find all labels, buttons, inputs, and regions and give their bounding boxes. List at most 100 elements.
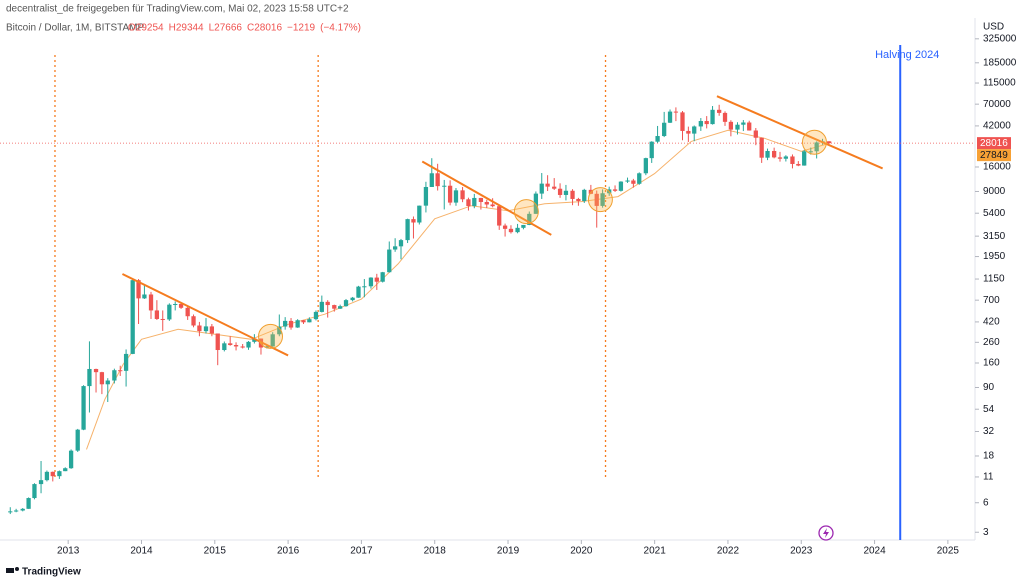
candle-body — [728, 121, 734, 130]
y-tick-label: 160 — [983, 358, 1000, 369]
candle-body — [148, 294, 154, 311]
candle-body — [618, 181, 624, 191]
candle-body — [123, 353, 129, 371]
candle-body — [93, 368, 99, 373]
candle-body — [417, 205, 422, 223]
y-tick-label: 42000 — [983, 121, 1011, 132]
candle-body — [484, 201, 489, 205]
ohlc-value: O29254 — [128, 23, 164, 34]
y-tick-label: 54 — [983, 404, 995, 415]
candle-body — [692, 126, 697, 134]
candle-body — [136, 280, 141, 299]
y-tick-label: 420 — [983, 317, 1000, 328]
y-tick-label: 260 — [983, 337, 1000, 348]
candle-body — [759, 137, 764, 158]
candle-body — [38, 480, 44, 485]
candle-body — [521, 224, 526, 228]
x-tick-label: 2017 — [350, 546, 373, 557]
candle-body — [423, 186, 429, 206]
candle-body — [264, 346, 269, 348]
candle-body — [105, 380, 110, 385]
ohlc-value: C28016 — [247, 23, 282, 34]
y-tick-label: 18 — [983, 451, 995, 462]
candle-body — [594, 193, 599, 206]
candle-body — [502, 225, 508, 229]
candle-body — [472, 197, 477, 207]
halving-2024-label: Halving 2024 — [875, 49, 939, 61]
x-tick-label: 2021 — [644, 546, 667, 557]
candle-body — [552, 186, 557, 189]
candle-body — [44, 471, 50, 481]
moving-average — [86, 129, 830, 450]
candle-body — [490, 204, 495, 207]
candle-body — [735, 124, 740, 130]
candle-body — [332, 305, 337, 309]
candle-body — [515, 227, 520, 233]
x-tick-label: 2013 — [57, 546, 80, 557]
candle-body — [26, 498, 31, 509]
candle-body — [747, 122, 752, 131]
x-tick-label: 2015 — [204, 546, 227, 557]
candle-body — [442, 185, 447, 187]
price-tag-bg — [977, 137, 1011, 150]
y-tick-label: 32 — [983, 426, 995, 437]
candle-body — [313, 311, 319, 320]
candle-body — [649, 141, 654, 159]
brand: TradingView — [22, 567, 81, 578]
candle-body — [57, 471, 62, 477]
ma-tag: 27849 — [980, 150, 1008, 161]
y-tick-label: 5400 — [983, 208, 1006, 219]
y-tick-label: 185000 — [983, 57, 1017, 68]
candle-body — [625, 180, 630, 182]
candle-body — [154, 310, 160, 319]
candle-body — [325, 301, 330, 306]
y-tick-label: 3 — [983, 527, 989, 538]
candle-body — [741, 122, 746, 125]
candle-body — [277, 326, 282, 335]
candle-body — [582, 189, 587, 202]
brand-logo: TradingView — [6, 567, 81, 578]
ma-tag-bg — [977, 149, 1011, 162]
y-tick-label: 6 — [983, 497, 989, 508]
price-tag: 28016 — [980, 138, 1008, 149]
candle-body — [63, 468, 68, 472]
candle-body — [228, 343, 233, 346]
highlight-circle — [258, 323, 284, 349]
x-tick-label: 2016 — [277, 546, 300, 557]
candle-body — [392, 246, 398, 250]
candle-body — [307, 319, 312, 323]
candle-body — [662, 122, 667, 137]
candle-body — [185, 307, 190, 317]
symbol-title: Bitcoin / Dollar, 1M, BITSTAMP — [6, 23, 145, 34]
candle-body — [783, 156, 789, 159]
candle-body — [350, 297, 355, 301]
candle-body — [563, 190, 569, 195]
candle-body — [808, 151, 813, 153]
x-tick-label: 2022 — [717, 546, 740, 557]
candle-body — [631, 180, 636, 184]
candle-body — [240, 346, 245, 348]
candle-body — [466, 199, 471, 207]
lightning-icon[interactable] — [818, 525, 834, 541]
x-tick-label: 2025 — [937, 546, 960, 557]
candle-body — [765, 150, 770, 158]
candle-body — [680, 112, 685, 131]
candle-body — [814, 142, 819, 152]
highlight-circle — [513, 199, 539, 225]
candle-body — [356, 286, 361, 298]
candle-body — [698, 121, 703, 127]
candle-body — [50, 471, 55, 477]
candle-body — [130, 280, 135, 354]
candle-body — [704, 121, 709, 125]
candle-body — [673, 111, 679, 113]
candle-body — [246, 341, 251, 348]
candle-body — [215, 333, 220, 351]
candle-body — [20, 508, 25, 511]
y-tick-label: 9000 — [983, 186, 1006, 197]
y-tick-label: 11 — [983, 472, 994, 483]
candle-body — [478, 197, 484, 202]
y-tick-label: 70000 — [983, 99, 1011, 110]
candle-body — [87, 368, 92, 387]
y-tick-label: 3150 — [983, 231, 1006, 242]
